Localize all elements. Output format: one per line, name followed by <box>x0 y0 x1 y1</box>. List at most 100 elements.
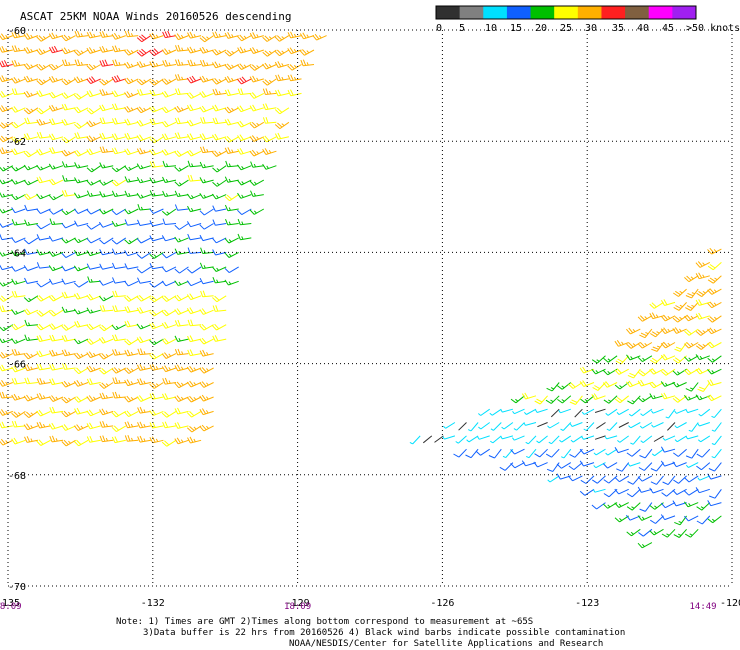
wind-barb <box>48 265 64 272</box>
wind-barb <box>161 208 177 216</box>
wind-barb <box>546 462 560 472</box>
wind-barb <box>124 338 139 346</box>
wind-barb <box>149 220 164 227</box>
wind-barb <box>211 78 227 85</box>
wind-barb <box>36 295 51 302</box>
wind-barb <box>637 542 653 549</box>
wind-barb <box>637 355 653 363</box>
wind-barb <box>136 61 152 68</box>
wind-barb <box>274 89 290 97</box>
wind-barb <box>490 422 502 431</box>
wind-barb <box>660 314 676 322</box>
wind-barb <box>99 45 114 53</box>
wind-barb <box>74 162 89 169</box>
note-line-3: NOAA/NESDIS/Center for Satellite Applica… <box>289 639 603 649</box>
wind-barb <box>187 247 202 254</box>
wind-barb <box>86 165 101 173</box>
wind-barb <box>61 291 76 299</box>
wind-barb <box>0 409 13 416</box>
wind-barb <box>161 235 177 242</box>
wind-barb <box>237 192 252 199</box>
wind-barb <box>662 475 676 486</box>
wind-barb <box>650 515 664 524</box>
wind-barb <box>674 342 688 352</box>
wind-barb <box>287 89 302 97</box>
wind-barb <box>61 363 76 370</box>
color-swatch <box>601 6 626 19</box>
wind-barb <box>111 103 126 111</box>
wind-barb <box>149 409 164 417</box>
wind-barb <box>224 32 239 39</box>
color-swatch <box>530 6 555 19</box>
wind-barb <box>0 121 14 129</box>
wind-barb <box>274 35 290 42</box>
wind-barb <box>630 435 641 445</box>
wind-barb <box>616 462 630 472</box>
wind-barb <box>695 487 710 494</box>
wind-barb <box>11 348 26 356</box>
wind-barb <box>61 136 76 144</box>
wind-barb <box>684 355 699 362</box>
wind-barb <box>224 194 239 202</box>
wind-barb <box>0 337 13 344</box>
wind-barb <box>581 408 595 415</box>
wind-barb <box>23 352 39 360</box>
wind-barb <box>174 165 189 172</box>
wind-barb <box>124 295 139 302</box>
wind-barb <box>161 149 177 156</box>
wind-barb <box>73 192 89 199</box>
wind-barb <box>149 136 164 144</box>
wind-barb <box>48 309 64 317</box>
wind-barb <box>149 392 164 400</box>
wind-barb <box>124 176 139 183</box>
wind-barb <box>650 462 664 472</box>
wind-barb <box>111 90 126 98</box>
wind-barb <box>300 59 315 67</box>
wind-barb <box>224 89 239 97</box>
wind-barb <box>61 265 76 272</box>
wind-barb <box>660 353 676 361</box>
wind-barb <box>673 448 687 457</box>
wind-barb <box>559 435 572 443</box>
wind-barb <box>136 323 152 330</box>
wind-barb <box>162 218 177 225</box>
wind-barb <box>237 208 252 216</box>
wind-barb <box>61 334 76 342</box>
wind-barb <box>211 48 227 56</box>
wind-barb <box>488 448 502 459</box>
wind-barb <box>672 488 687 496</box>
wind-barb <box>249 104 264 112</box>
wind-barb <box>211 193 227 200</box>
wind-barb <box>574 408 583 418</box>
wind-barb <box>136 395 152 402</box>
wind-barb <box>99 263 114 270</box>
wind-barb <box>99 146 114 153</box>
wind-barb <box>249 121 265 129</box>
wind-barb <box>637 315 653 322</box>
wind-barb <box>649 312 664 320</box>
wind-barb <box>649 367 664 375</box>
wind-barb <box>591 355 606 364</box>
wind-barb <box>237 148 252 155</box>
wind-barb <box>61 92 76 99</box>
wind-barb <box>99 89 114 96</box>
wind-barb <box>175 59 189 66</box>
wind-barb <box>707 275 722 284</box>
color-scale-label: 30 <box>585 23 597 34</box>
wind-barb <box>136 251 152 259</box>
wind-barb <box>174 74 189 81</box>
wind-barb <box>0 179 13 185</box>
wind-barb <box>61 222 76 229</box>
wind-barb <box>685 408 699 414</box>
wind-barb <box>137 277 151 284</box>
wind-barb <box>224 279 239 286</box>
wind-barb <box>707 247 722 255</box>
wind-barb <box>637 486 653 493</box>
wind-barb <box>149 148 164 156</box>
wind-barb <box>73 106 89 114</box>
wind-barb <box>684 515 699 522</box>
wind-barb <box>136 177 152 184</box>
wind-barb <box>672 315 687 323</box>
wind-barb <box>149 280 164 288</box>
wind-barb <box>695 272 710 280</box>
